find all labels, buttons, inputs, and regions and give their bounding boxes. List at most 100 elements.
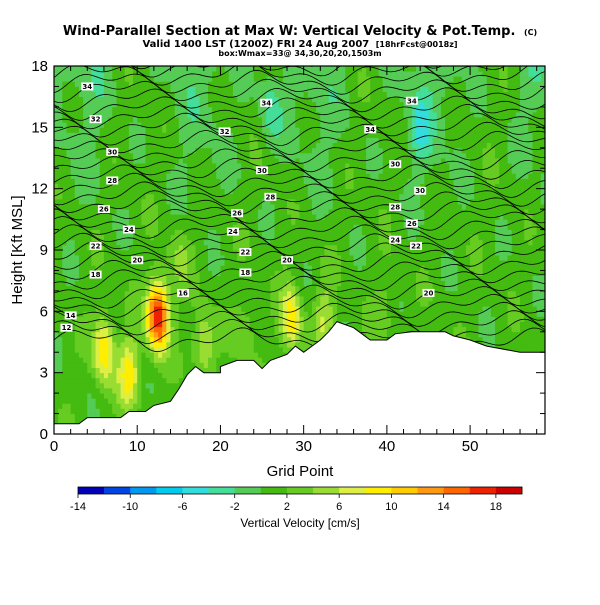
velocity-cell — [324, 209, 330, 215]
velocity-cell — [262, 178, 267, 184]
velocity-cell — [232, 280, 238, 287]
velocity-cell — [274, 163, 280, 169]
velocity-cell — [191, 158, 196, 164]
velocity-cell — [245, 81, 250, 87]
velocity-cell — [153, 362, 159, 368]
velocity-cell — [336, 66, 342, 72]
velocity-cell — [128, 255, 134, 261]
velocity-cell — [58, 372, 63, 379]
velocity-cell — [282, 219, 288, 225]
velocity-cell — [158, 101, 163, 108]
velocity-cell — [166, 352, 171, 358]
velocity-cell — [332, 101, 338, 108]
velocity-cell — [95, 152, 101, 159]
velocity-cell — [257, 142, 263, 149]
velocity-cell — [237, 127, 242, 133]
velocity-cell — [237, 188, 242, 195]
velocity-cell — [83, 296, 88, 302]
velocity-cell — [137, 403, 142, 409]
velocity-cell — [324, 137, 330, 144]
velocity-cell — [195, 106, 201, 113]
velocity-cell — [145, 183, 151, 190]
velocity-cell — [328, 91, 334, 98]
velocity-cell — [266, 316, 271, 322]
velocity-cell — [220, 347, 225, 353]
velocity-cell — [74, 234, 80, 241]
velocity-cell — [153, 152, 159, 159]
velocity-cell — [128, 367, 134, 374]
velocity-cell — [257, 81, 263, 87]
velocity-cell — [116, 382, 121, 389]
velocity-cell — [74, 214, 80, 220]
velocity-cell — [307, 96, 313, 103]
velocity-cell — [141, 204, 146, 210]
velocity-cell — [232, 96, 238, 103]
velocity-cell — [62, 357, 67, 363]
velocity-cell — [228, 112, 234, 118]
velocity-cell — [153, 367, 159, 374]
velocity-cell — [270, 168, 275, 174]
velocity-cell — [274, 301, 280, 307]
velocity-cell — [316, 306, 321, 312]
velocity-cell — [207, 96, 213, 103]
velocity-cell — [328, 81, 334, 87]
velocity-cell — [153, 214, 159, 220]
velocity-cell — [253, 296, 259, 302]
velocity-cell — [178, 362, 184, 368]
velocity-cell — [295, 209, 300, 215]
velocity-cell — [257, 321, 263, 328]
velocity-cell — [316, 326, 321, 333]
velocity-cell — [212, 127, 217, 133]
velocity-cell — [220, 316, 225, 322]
velocity-cell — [232, 173, 238, 179]
velocity-cell — [295, 178, 300, 184]
velocity-cell — [95, 173, 101, 179]
velocity-cell — [262, 209, 267, 215]
velocity-cell — [320, 142, 325, 149]
velocity-cell — [141, 76, 146, 82]
velocity-cell — [212, 244, 217, 251]
velocity-cell — [291, 173, 296, 179]
velocity-cell — [99, 393, 105, 399]
velocity-cell — [166, 342, 171, 348]
velocity-cell — [74, 127, 80, 133]
velocity-cell — [162, 86, 167, 92]
velocity-cell — [191, 306, 196, 312]
velocity-cell — [108, 112, 113, 118]
velocity-cell — [112, 122, 117, 128]
velocity-cell — [116, 106, 121, 113]
velocity-cell — [216, 101, 221, 108]
velocity-cell — [295, 188, 300, 195]
velocity-cell — [253, 244, 259, 251]
velocity-cell — [203, 158, 209, 164]
velocity-cell — [245, 275, 250, 282]
velocity-cell — [332, 193, 338, 200]
velocity-cell — [332, 152, 338, 159]
velocity-cell — [291, 321, 296, 328]
velocity-cell — [162, 132, 167, 138]
velocity-cell — [174, 209, 180, 215]
velocity-cell — [54, 285, 59, 292]
velocity-cell — [162, 137, 167, 144]
velocity-cell — [332, 158, 338, 164]
velocity-cell — [291, 168, 296, 174]
velocity-cell — [257, 244, 263, 251]
velocity-cell — [112, 96, 117, 103]
velocity-cell — [216, 306, 221, 312]
velocity-cell — [220, 122, 225, 128]
velocity-cell — [116, 290, 121, 297]
velocity-cell — [328, 234, 334, 241]
velocity-cell — [332, 234, 338, 241]
velocity-cell — [62, 158, 67, 164]
velocity-cell — [103, 306, 109, 312]
velocity-cell — [282, 106, 288, 113]
velocity-cell — [220, 209, 225, 215]
velocity-cell — [224, 342, 230, 348]
velocity-cell — [336, 239, 342, 246]
velocity-cell — [199, 260, 205, 266]
velocity-cell — [287, 321, 292, 328]
velocity-cell — [70, 331, 76, 338]
velocity-cell — [257, 255, 263, 261]
velocity-cell — [78, 280, 84, 287]
velocity-cell — [62, 403, 67, 409]
